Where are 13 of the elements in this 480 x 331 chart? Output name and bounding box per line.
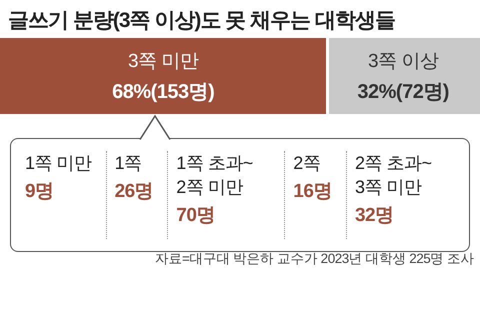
category-label: 1쪽 미만 <box>25 152 93 175</box>
series-label: 3쪽 이상 <box>368 50 438 74</box>
bar: 3쪽 미만 68%(153명) <box>0 38 326 114</box>
chart-title: 글쓰기 분량(3쪽 이상)도 못 채우는 대학생들 <box>7 8 396 34</box>
category-label: 1쪽 <box>114 152 143 175</box>
data-label: 68%(153명) <box>112 80 214 104</box>
data-label: 32%(72명) <box>357 80 449 104</box>
series-label: 3쪽 미만 <box>128 50 198 74</box>
category-label: 2쪽 <box>293 152 322 175</box>
category-label: 1쪽 초과~ 2쪽 미만 <box>176 152 254 199</box>
category-label: 2쪽 초과~ 3쪽 미만 <box>354 152 433 199</box>
bar: 3쪽 이상 32%(72명) <box>326 38 480 114</box>
text: 자료=대구대 박은하 교수가 2023년 대학생 225명 조사 <box>155 250 474 268</box>
